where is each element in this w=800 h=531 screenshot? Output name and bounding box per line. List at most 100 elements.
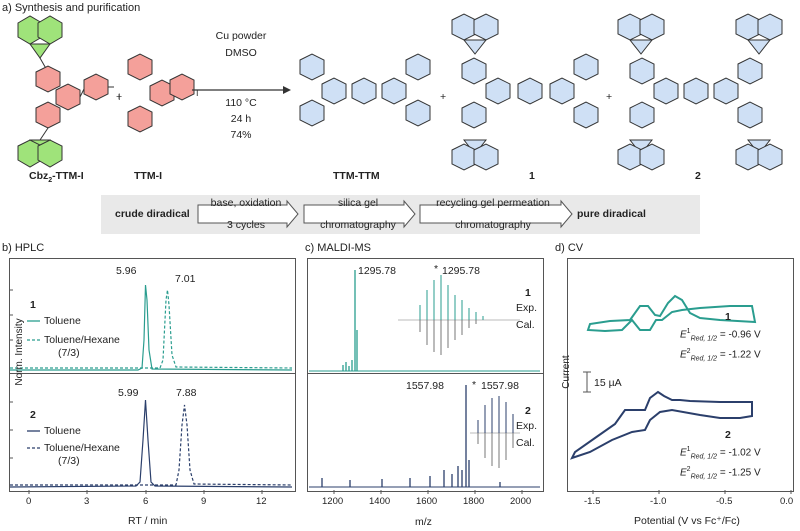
step1-bottom: 3 cycles [227,219,265,231]
compound-1-molecule [451,13,599,171]
label-compound-2: 2 [695,170,701,182]
hplc-bottom-peak-1: 5.99 [118,387,139,399]
reagent-dmso: DMSO [225,47,257,59]
cv-2-label: 2 [725,429,731,441]
maldi-2-inset-exp [477,396,514,433]
step3-bottom: chromatography [455,219,531,231]
cv-xtick: -0.5 [716,496,733,507]
maldi-2-exp: Exp. [516,420,538,432]
cv-xtick: -1.5 [584,496,601,507]
hplc-xtick: 6 [143,496,149,507]
hplc-bottom-label: 2 [30,409,36,421]
cv-1-curve [586,294,757,333]
maldi-1-label: 1 [525,287,531,299]
hplc-top-legend-3: (7/3) [58,347,80,359]
label-compound-1: 1 [529,170,535,182]
panel-c-title: c) MALDI-MS [305,242,371,254]
plus-sign: + [116,91,123,103]
maldi-xtick: 1400 [369,496,391,507]
cv-xtick: -1.0 [650,496,667,507]
step2-top: silica gel [337,197,379,209]
svg-text:I: I [196,88,199,98]
cv-ticks [583,371,792,494]
maldi-2-label: 2 [525,405,531,417]
hplc-xlabel: RT / min [128,515,168,527]
ttm-ttm-molecule [299,53,431,127]
cv-ylabel: Current [561,355,572,389]
svg-text:I: I [118,92,121,102]
step2-bottom: chromatography [320,219,396,231]
panel-a-title: a) Synthesis and purification [2,2,141,14]
maldi-1-inset-exp [419,275,484,320]
ttm-i-molecule [127,53,195,133]
maldi-1-star: * [434,263,439,275]
hplc-frame [9,258,296,492]
step1-top: base, oxidation [210,197,282,209]
maldi-2-inset-label: 1557.98 [481,380,519,392]
hplc-top-peak-2: 7.01 [175,273,196,285]
hplc-bottom-legend-3: (7/3) [58,455,80,467]
maldi-ticks [333,490,523,494]
cv-2-e1: E1Red, 1/2 = -1.02 V [680,446,761,461]
reagent-time: 24 h [230,113,252,125]
hplc-xtick: 0 [26,496,32,507]
panel-b-title: b) HPLC [2,242,45,254]
reagent-cu: Cu powder [215,30,267,42]
hplc-2-hexane [10,404,293,486]
maldi-1-inset-cal [419,320,477,355]
maldi-xtick: 2000 [510,496,532,507]
hplc-bottom-legend-2: Toluene/Hexane [44,442,120,454]
cv-1-e2: E2Red, 1/2 = -1.22 V [680,348,761,363]
hplc-bottom-peak-2: 7.88 [176,387,197,399]
label-ttm-i: TTM-I [134,170,162,182]
hplc-top-peak-1: 5.96 [116,265,137,277]
label-cbz2-ttm-i: Cbz2-TTM-I [29,170,84,185]
maldi-1-peak-label: 1295.78 [358,265,396,277]
cv-xtick: 0.0 [780,496,794,507]
cv-scale-bar-label: 15 µA [594,377,622,389]
step3-top: recycling gel permeation [436,197,550,209]
maldi-xtick: 1200 [322,496,344,507]
cv-frame [567,258,794,492]
label-ttm-ttm: TTM-TTM [333,170,380,182]
hplc-divider [9,373,295,374]
maldi-divider [307,373,543,374]
reagent-temp: 110 °C [225,97,257,109]
panel-d-title: d) CV [555,242,584,254]
hplc-xtick: 12 [256,496,267,507]
hplc-bottom-legend-1: Toluene [44,425,81,437]
compound-2-molecule [617,13,783,171]
maldi-frame [307,258,544,492]
maldi-1-peaks [309,270,540,372]
flow-end: pure diradical [577,208,646,220]
maldi-1-inset-label: 1295.78 [442,265,480,277]
hplc-xtick: 9 [201,496,207,507]
cv-1-e1: E1Red, 1/2 = -0.96 V [680,328,761,343]
maldi-2-star: * [472,379,477,391]
hplc-1-toluene [10,284,293,371]
plus-sign: + [606,91,613,103]
maldi-1-exp: Exp. [516,302,538,314]
cbz2-ttm-i-molecule [17,15,114,168]
maldi-2-peaks [309,385,540,488]
cv-2-e2: E2Red, 1/2 = -1.25 V [680,466,761,481]
maldi-xtick: 1800 [463,496,485,507]
maldi-xlabel: m/z [415,516,432,528]
hplc-top-label: 1 [30,299,36,311]
maldi-xtick: 1600 [416,496,438,507]
hplc-1-hexane [10,289,293,369]
hplc-ticks [9,289,263,494]
maldi-2-peak-label: 1557.98 [406,380,444,392]
hplc-top-legend-2: Toluene/Hexane [44,334,120,346]
cv-xlabel: Potential (V vs Fc⁺/Fc) [634,515,740,527]
hplc-top-legend-1: Toluene [44,315,81,327]
plus-sign: + [440,91,447,103]
cv-2-curve [570,390,753,460]
hplc-xtick: 3 [84,496,90,507]
reagent-yield: 74% [230,129,252,141]
